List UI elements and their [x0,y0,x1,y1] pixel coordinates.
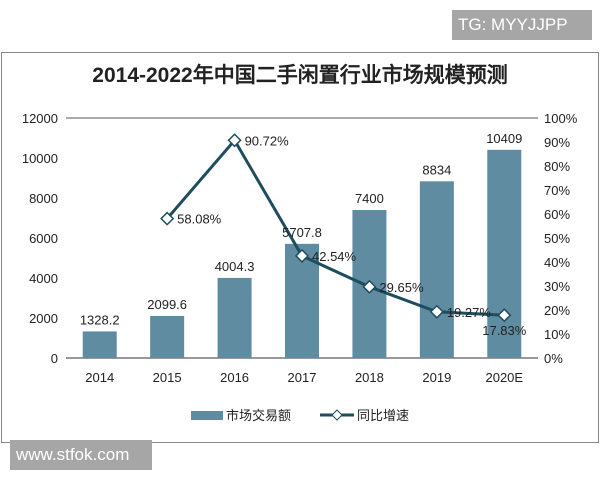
legend-bar-label: 市场交易额 [226,408,291,423]
line-data-label: 58.08% [177,212,222,227]
y-right-tick-label: 60% [544,207,570,222]
bar-data-label: 10409 [486,131,522,146]
line-data-label: 42.54% [312,249,357,264]
y-left-tick-label: 10000 [22,151,58,166]
y-left-tick-label: 8000 [29,191,58,206]
legend-line-marker [331,409,343,421]
y-left-tick-label: 2000 [29,311,58,326]
line-point-marker [294,248,310,263]
y-right-tick-label: 40% [544,255,570,270]
y-right-tick-label: 30% [544,279,570,294]
y-right-tick-label: 100% [544,111,578,126]
bar [487,149,522,358]
y-right-tick-label: 70% [544,183,570,198]
bar [217,277,252,358]
line-point-marker [362,279,377,294]
growth-line [166,137,505,317]
line-point-marker [497,308,512,323]
y-left-tick-label: 12000 [22,111,58,126]
x-tick-label: 2018 [355,370,384,385]
chart-title: 2014-2022年中国二手闲置行业市场规模预测 [92,63,507,87]
bar [82,331,117,358]
x-tick-label: 2019 [422,370,451,385]
line-point-marker [227,133,242,148]
bar-data-label: 7400 [355,191,384,206]
line-data-label: 17.83% [482,323,527,338]
y-right-tick-label: 10% [544,327,570,342]
y-left-tick-label: 0 [51,351,58,366]
watermark-top: TG: MYYJJPP [452,10,592,40]
bar-data-label: 5707.8 [282,225,322,240]
x-tick-label: 2016 [220,370,249,385]
x-tick-label: 2020E [485,370,523,385]
y-right-tick-label: 20% [544,303,570,318]
legend-bar-swatch [191,411,223,420]
watermark-bottom: www.stfok.com [10,440,152,470]
bar-data-label: 1328.2 [80,312,120,327]
y-right-tick-label: 50% [544,231,570,246]
bar [419,181,454,358]
bar-data-label: 4004.3 [215,259,255,274]
bar [150,316,185,358]
y-right-tick-label: 90% [544,135,570,150]
y-left-tick-label: 4000 [29,271,58,286]
line-data-label: 90.72% [245,133,290,148]
line-data-label: 29.65% [379,280,424,295]
y-left-tick-label: 6000 [29,231,58,246]
bar-data-label: 8834 [422,162,451,177]
bar-data-label: 2099.6 [147,297,187,312]
x-tick-label: 2014 [85,370,114,385]
y-right-tick-label: 80% [544,159,570,174]
x-tick-label: 2015 [153,370,182,385]
line-point-marker [160,211,175,226]
legend-line-label: 同比增速 [357,408,409,423]
x-tick-label: 2017 [288,370,317,385]
line-point-marker [429,304,444,319]
line-data-label: 19.27% [447,305,492,320]
y-right-tick-label: 0% [544,351,563,366]
